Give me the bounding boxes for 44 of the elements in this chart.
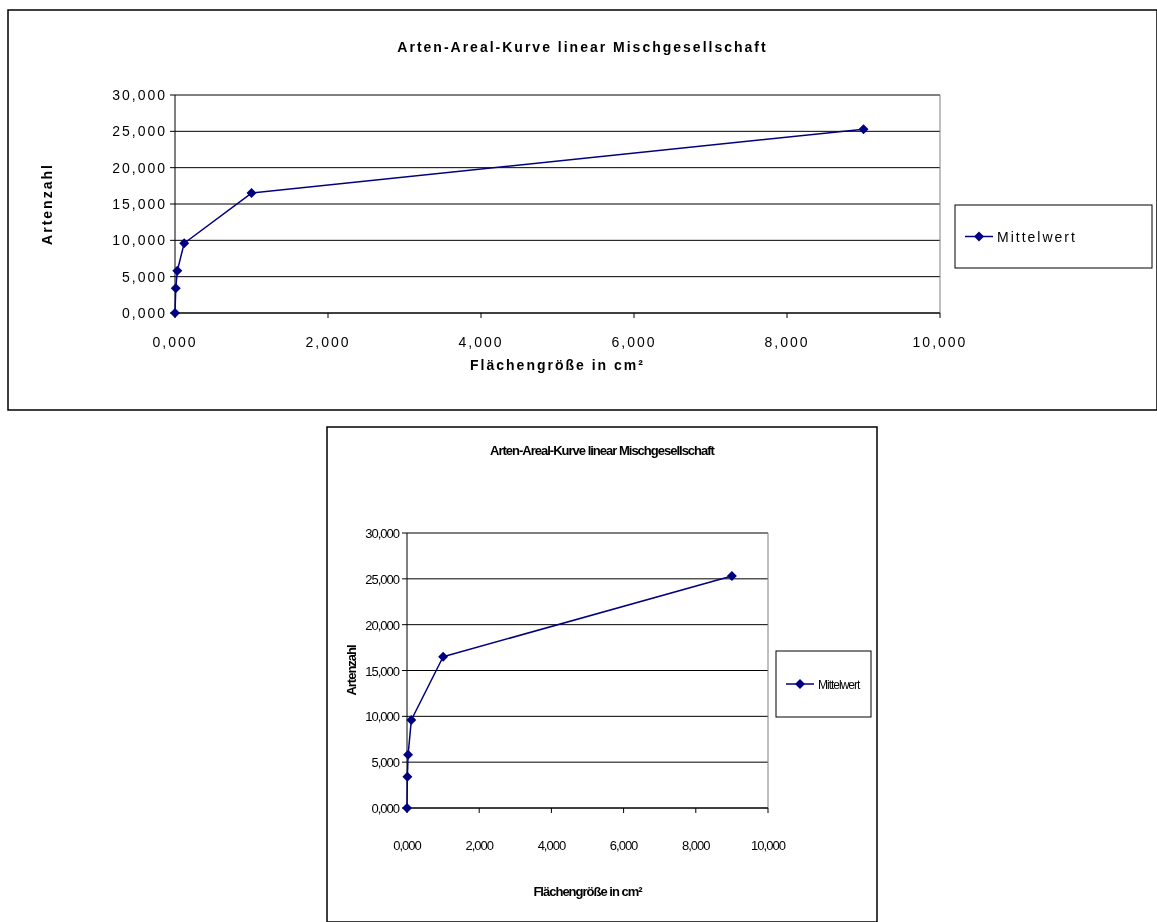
- x-tick-label: 10,000: [751, 838, 786, 853]
- point: [726, 571, 737, 582]
- x-tick-label: 4,000: [458, 334, 504, 350]
- y-tick-label: 5,000: [371, 755, 400, 771]
- chart-title: Arten-Areal-Kurve linear Mischgesellschaft: [490, 443, 716, 458]
- point: [402, 771, 413, 782]
- y-tick-label: 25,000: [365, 571, 400, 587]
- x-tick-label: 2,000: [305, 334, 351, 350]
- point: [406, 715, 417, 725]
- point: [403, 749, 414, 760]
- point: [858, 124, 869, 135]
- y-tick-label: 20,000: [112, 159, 167, 176]
- x-tick-label: 0,000: [393, 838, 422, 853]
- y-tick-label: 0,000: [121, 305, 167, 321]
- y-tick-label: 0,000: [371, 801, 400, 816]
- y-tick-label: 15,000: [365, 663, 400, 679]
- y-tick-label: 25,000: [112, 123, 167, 140]
- x-tick-label: 8,000: [682, 838, 711, 853]
- point: [170, 283, 181, 294]
- y-tick-label: 10,000: [112, 232, 167, 249]
- x-tick-label: 10,000: [912, 334, 968, 350]
- y-tick-label: 5,000: [121, 268, 167, 285]
- legend-label: Mittelwert: [818, 678, 862, 692]
- y-axis-title: Artenzahl: [39, 163, 55, 245]
- x-axis-title: Flächengröße in cm²: [470, 357, 645, 373]
- y-tick-label: 10,000: [365, 709, 400, 725]
- x-tick-label: 6,000: [609, 838, 639, 853]
- x-tick-label: 6,000: [611, 334, 657, 350]
- legend-label: Mittelwert: [997, 228, 1077, 245]
- y-tick-label: 30,000: [112, 87, 167, 103]
- x-tick-label: 8,000: [764, 334, 810, 350]
- point: [246, 188, 257, 199]
- x-tick-label: 0,000: [152, 334, 198, 350]
- y-axis-title: Artenzahl: [344, 645, 359, 696]
- point: [172, 265, 183, 276]
- x-axis-title: Flächengröße in cm²: [533, 884, 644, 899]
- x-tick-label: 2,000: [465, 838, 494, 853]
- chart-title: Arten-Areal-Kurve linear Mischgesellschaft: [397, 39, 768, 55]
- point: [438, 651, 449, 662]
- x-tick-label: 4,000: [537, 838, 566, 853]
- y-tick-label: 30,000: [365, 526, 400, 541]
- y-tick-label: 20,000: [365, 617, 400, 633]
- point: [179, 238, 190, 249]
- y-tick-label: 15,000: [112, 196, 167, 212]
